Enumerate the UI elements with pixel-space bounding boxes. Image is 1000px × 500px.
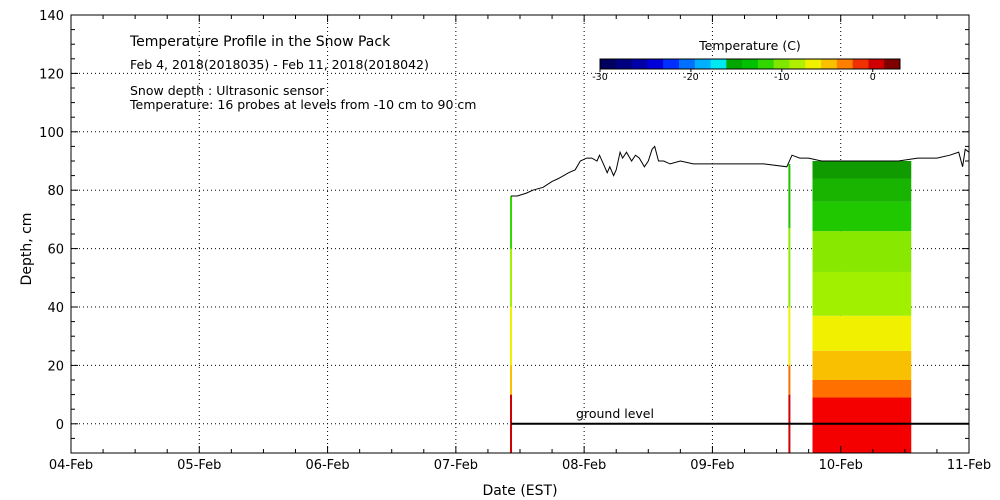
profile-line-segment	[510, 365, 513, 395]
y-tick-label: 120	[39, 67, 64, 82]
temperature-band	[812, 201, 912, 232]
colorbar-cell	[884, 59, 901, 69]
colorbar-cells	[599, 58, 901, 70]
colorbar-cell	[868, 59, 885, 69]
temperature-band	[812, 161, 912, 179]
temperature-band	[812, 315, 912, 351]
temperature-band	[812, 397, 912, 453]
colorbar-cell	[647, 59, 664, 69]
axis-ticks	[70, 14, 970, 454]
y-tick-label: 140	[39, 9, 64, 24]
colorbar-cell	[615, 59, 633, 69]
temperature-profile-blocks	[812, 161, 912, 453]
x-axis-title: Date (EST)	[482, 483, 557, 499]
colorbar-tick-label: -20	[683, 72, 699, 83]
profile-line-segment	[788, 365, 791, 395]
colorbar-title: Temperature (C)	[698, 38, 801, 53]
colorbar-cell	[726, 59, 743, 69]
colorbar-cell	[757, 59, 775, 69]
colorbar-cell	[694, 59, 712, 69]
chart-subtitle: Feb 4, 2018(2018035) - Feb 11, 2018(2018…	[130, 57, 429, 72]
temperature-band	[812, 231, 912, 272]
profile-line-segment	[510, 248, 513, 307]
x-tick-label: 06-Feb	[305, 458, 349, 473]
y-tick-label: 100	[39, 126, 64, 141]
note-temperature: Temperature: 16 probes at levels from -1…	[129, 97, 476, 112]
temperature-band	[812, 350, 912, 380]
y-tick-label: 60	[47, 243, 64, 258]
profile-line-segment	[788, 307, 791, 366]
y-tick-label: 80	[47, 184, 64, 199]
x-tick-label: 10-Feb	[819, 458, 863, 473]
colorbar-cell	[805, 59, 822, 69]
colorbar-tick-label: -30	[592, 72, 608, 83]
colorbar-tick-label: 0	[870, 72, 876, 83]
profile-line-segment	[788, 228, 791, 307]
colorbar-cell	[742, 59, 759, 69]
chart-title: Temperature Profile in the Snow Pack	[129, 34, 391, 50]
ground-level-line-group: ground level	[511, 406, 969, 425]
temperature-band	[812, 271, 912, 316]
profile-line-segment	[510, 196, 513, 249]
x-tick-label: 11-Feb	[947, 458, 991, 473]
colorbar-cell	[852, 59, 869, 69]
y-tick-label: 40	[47, 301, 64, 316]
x-tick-label: 04-Feb	[49, 458, 93, 473]
colorbar-ticks: -30 -20 -10 0	[592, 69, 876, 83]
colorbar-cell	[600, 59, 617, 69]
y-tick-label: 0	[56, 418, 64, 433]
colorbar-cell	[678, 59, 696, 69]
snow-depth-series	[511, 145, 970, 197]
colorbar-legend: Temperature (C) -30 -20 -10 0	[592, 38, 901, 83]
colorbar-cell	[789, 59, 806, 69]
colorbar-tick-label: -10	[774, 72, 790, 83]
colorbar-cell	[821, 59, 838, 69]
colorbar-cell	[710, 59, 727, 69]
x-tick-labels: 04-Feb 05-Feb 06-Feb 07-Feb 08-Feb 09-Feb 10-F…	[49, 458, 991, 473]
colorbar-cell	[773, 59, 790, 69]
snow-depth-line	[511, 145, 970, 197]
note-snow-depth: Snow depth : Ultrasonic sensor	[130, 83, 325, 98]
y-axis-title: Depth, cm	[19, 213, 35, 286]
x-tick-label: 09-Feb	[690, 458, 734, 473]
x-tick-label: 05-Feb	[177, 458, 221, 473]
colorbar-cell	[631, 59, 648, 69]
colorbar-cell	[836, 59, 854, 69]
temperature-band	[812, 380, 912, 398]
colorbar-cell	[663, 59, 680, 69]
ground-level-label: ground level	[576, 406, 654, 421]
profile-line-segment	[510, 307, 513, 366]
y-tick-labels: 0 20 40 60 80 100 120 140	[39, 9, 64, 433]
x-tick-label: 08-Feb	[562, 458, 606, 473]
profile-line-segment	[788, 163, 791, 229]
x-tick-label: 07-Feb	[434, 458, 478, 473]
y-tick-label: 20	[47, 359, 64, 374]
colorbar-outline	[599, 58, 901, 70]
temperature-band	[812, 178, 912, 202]
